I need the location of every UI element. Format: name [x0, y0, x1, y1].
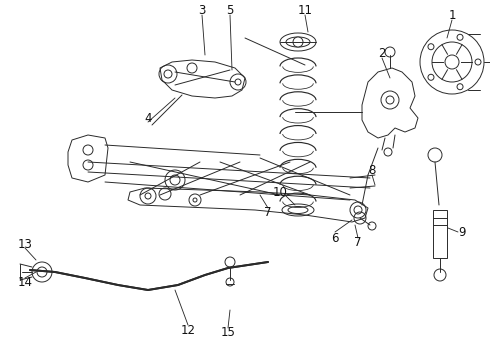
Circle shape: [170, 175, 180, 185]
Circle shape: [457, 34, 463, 40]
Text: 11: 11: [297, 4, 313, 17]
Text: 3: 3: [198, 4, 206, 17]
Text: 5: 5: [226, 4, 234, 17]
Text: 4: 4: [144, 112, 152, 125]
Circle shape: [164, 70, 172, 78]
Circle shape: [475, 59, 481, 65]
Circle shape: [445, 55, 459, 69]
Text: 14: 14: [18, 275, 32, 288]
Text: 1: 1: [448, 9, 456, 22]
Text: 13: 13: [18, 238, 32, 251]
Text: 2: 2: [378, 46, 386, 59]
Text: 7: 7: [354, 235, 362, 248]
Text: 6: 6: [331, 231, 339, 244]
Text: 9: 9: [458, 225, 466, 239]
Circle shape: [37, 267, 47, 277]
Text: 8: 8: [368, 163, 376, 176]
Circle shape: [354, 206, 362, 214]
Text: 15: 15: [220, 325, 235, 338]
Bar: [433, 210, 447, 258]
Circle shape: [386, 96, 394, 104]
Text: 7: 7: [264, 206, 272, 219]
Circle shape: [193, 198, 197, 202]
Circle shape: [293, 37, 303, 47]
Circle shape: [428, 74, 434, 80]
Circle shape: [428, 44, 434, 50]
Text: 12: 12: [180, 324, 196, 337]
Text: 10: 10: [272, 185, 288, 198]
Circle shape: [457, 84, 463, 90]
Circle shape: [145, 193, 151, 199]
